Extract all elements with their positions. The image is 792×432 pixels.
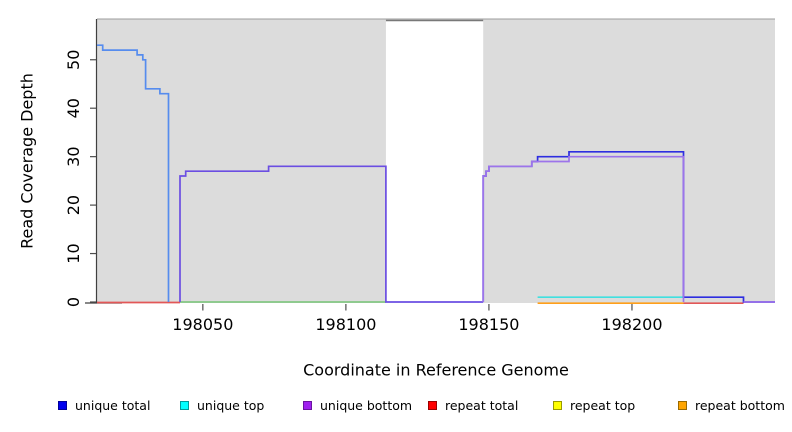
y-tick-label: 10 [64,243,83,263]
legend-swatch-repeat-total-icon [428,400,437,410]
mask-band [385,20,484,303]
y-tick-label: 20 [64,195,83,215]
y-axis-label: Read Coverage Depth [17,73,37,249]
legend-swatch-unique-total-icon [58,400,67,410]
x-tick-label: 198100 [315,315,376,334]
legend-item-unique-top: unique top [180,397,265,413]
legend-item-repeat-bottom: repeat bottom [678,397,785,413]
legend-swatch-unique-bottom-icon [303,400,312,410]
legend-label: repeat top [570,397,636,413]
legend-swatch-repeat-bottom-icon [678,400,687,410]
legend-item-unique-total: unique total [58,397,151,413]
legend-label: repeat total [445,397,519,413]
series-unique-total-left-segment- [97,44,170,302]
legend-label: repeat bottom [695,397,785,413]
series-unique-bottom-left-segment- [179,165,484,303]
x-axis-label: Coordinate in Reference Genome [303,360,569,380]
legend-label: unique total [75,397,151,413]
legend-item-repeat-top: repeat top [553,397,636,413]
legend-item-unique-bottom: unique bottom [303,397,413,413]
legend-swatch-repeat-top-icon [553,400,562,410]
series-unique-bottom-right-segment- [482,155,685,302]
y-tick-label: 40 [64,98,83,118]
x-tick-label: 198200 [601,315,662,334]
x-tick-label: 198050 [172,315,233,334]
x-tick-label: 198150 [458,315,519,334]
legend-label: unique bottom [320,397,413,413]
y-tick-label: 0 [64,297,83,307]
y-tick-label: 50 [64,50,83,70]
y-tick-label: 30 [64,146,83,166]
legend-item-repeat-total: repeat total [428,397,519,413]
legend-swatch-unique-top-icon [180,400,189,410]
legend-label: unique top [197,397,265,413]
